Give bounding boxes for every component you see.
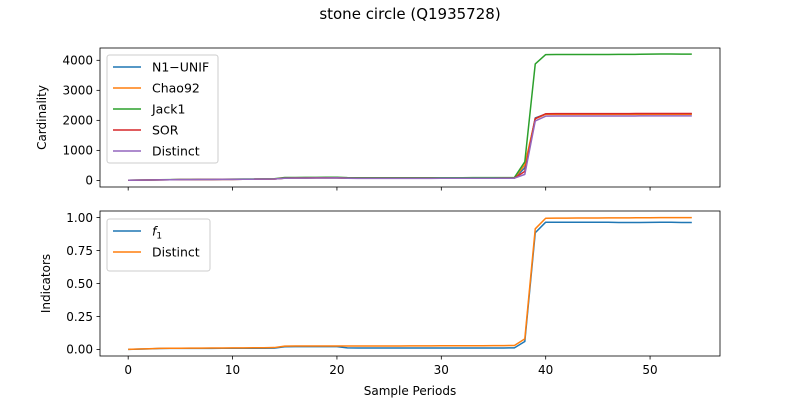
legend-label: Chao92 <box>152 81 200 96</box>
figure-title: stone circle (Q1935728) <box>319 5 500 23</box>
y-tick-label: 4000 <box>62 54 93 68</box>
legend: f1 Distinct <box>106 218 211 272</box>
x-tick-label: 30 <box>434 363 449 377</box>
y-tick-label: 1000 <box>62 144 93 158</box>
series-line-0 <box>128 221 692 351</box>
legend-box <box>106 218 211 272</box>
y-tick-label: 0.75 <box>66 244 93 258</box>
x-axis-label: Sample Periods <box>364 384 456 398</box>
cardinality-panel: 0 1000 2000 3000 4000 Cardinality N1−UNIF Chao9… <box>35 47 721 191</box>
y-tick-label: 0.25 <box>66 310 93 324</box>
y-tick-label: 3000 <box>62 84 93 98</box>
legend-label: Distinct <box>152 144 200 159</box>
x-tick-label: 40 <box>538 363 553 377</box>
y-tick-label: 2000 <box>62 114 93 128</box>
legend-label: SOR <box>152 123 179 138</box>
axes-frame <box>99 47 721 188</box>
legend-label: N1−UNIF <box>152 60 209 75</box>
legend-box <box>106 54 219 164</box>
legend-label: Distinct <box>152 245 200 260</box>
y-tick-label: 0.50 <box>66 277 93 291</box>
legend-label: Jack1 <box>151 102 185 117</box>
x-tick-label: 10 <box>225 363 240 377</box>
series-line-1 <box>128 216 692 351</box>
y-axis-label: Cardinality <box>35 85 49 150</box>
series-line-4 <box>128 115 692 181</box>
y-tick-label: 0.00 <box>66 343 93 357</box>
x-tick-label: 20 <box>329 363 344 377</box>
x-tick-label: 0 <box>124 363 132 377</box>
legend: N1−UNIF Chao92 Jack1 SOR Distinct <box>106 54 219 164</box>
y-tick-label: 0 <box>85 174 93 188</box>
legend-label: f1 <box>152 224 162 242</box>
x-tick-label: 50 <box>642 363 657 377</box>
y-tick-label: 1.00 <box>66 211 93 225</box>
y-axis-label: Indicators <box>39 254 53 313</box>
indicators-panel: 0 10 20 30 40 50 0.00 0.25 0.50 0.75 1.00 Indicator… <box>39 210 721 398</box>
